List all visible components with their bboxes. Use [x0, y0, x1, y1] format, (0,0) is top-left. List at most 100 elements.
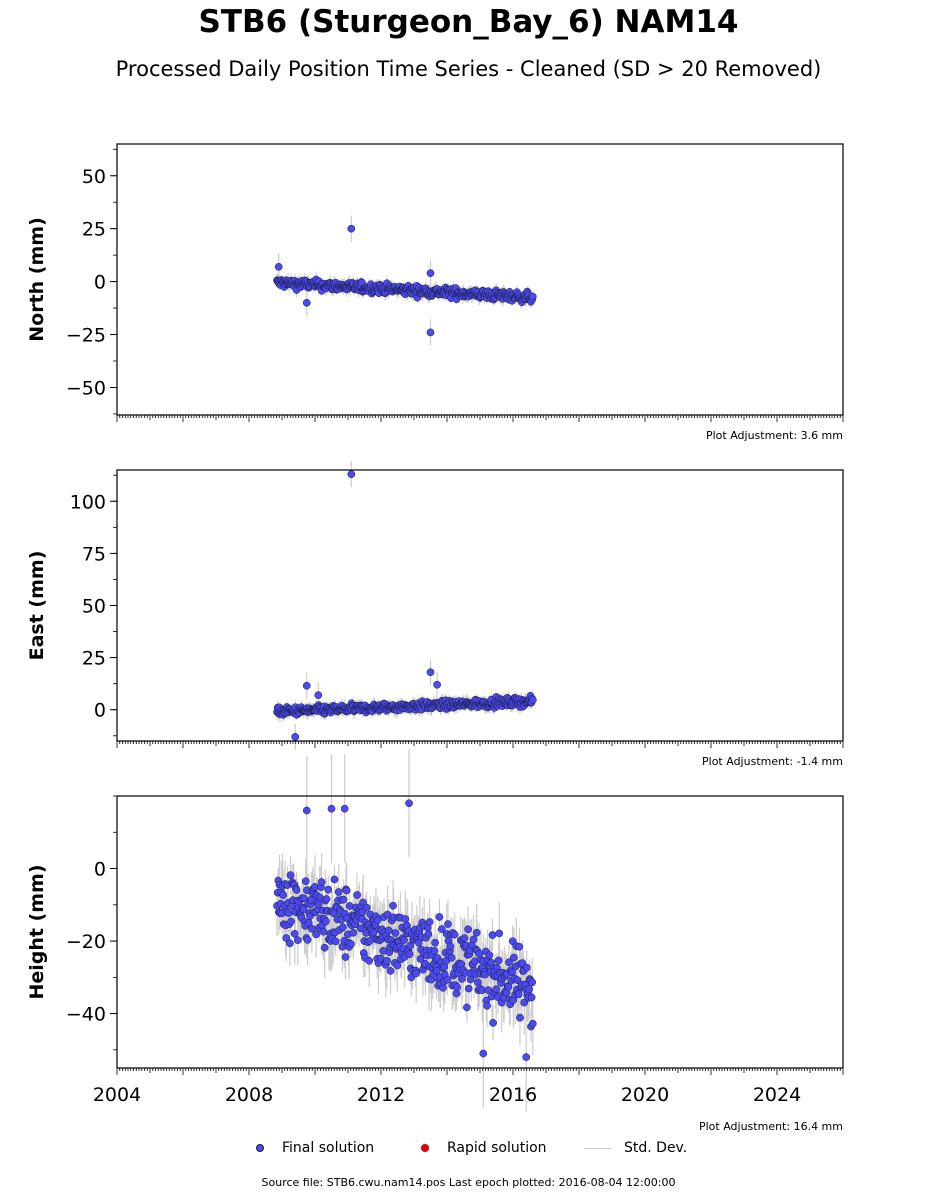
data-point [322, 917, 330, 926]
data-point [528, 695, 537, 704]
north-ylabel: North (mm) [26, 217, 48, 342]
data-point [463, 1003, 471, 1012]
data-point [464, 925, 472, 934]
data-point [435, 913, 444, 921]
data-point [453, 983, 461, 992]
data-point [405, 950, 414, 958]
data-point [383, 957, 391, 965]
data-point [302, 681, 311, 690]
data-point [324, 885, 333, 894]
data-point [347, 470, 356, 479]
data-point [443, 975, 452, 984]
data-point [489, 1018, 497, 1027]
data-point [389, 901, 397, 910]
data-point [400, 936, 408, 944]
data-point [347, 224, 356, 233]
legend-rapid-label: Rapid solution [447, 1140, 547, 1156]
data-point [515, 942, 524, 951]
y-tick-label: 25 [82, 648, 106, 670]
data-point [494, 956, 503, 965]
data-point [334, 888, 343, 896]
data-point [384, 926, 393, 935]
data-point [284, 909, 293, 917]
data-point [426, 269, 435, 277]
data-point [286, 871, 295, 879]
legend-final: Final solution [256, 1138, 374, 1158]
y-tick-label: 0 [94, 272, 106, 294]
y-tick-label: −25 [66, 325, 106, 347]
data-point [510, 953, 518, 962]
data-point [341, 953, 350, 961]
data-point [287, 917, 295, 926]
data-point [433, 680, 441, 689]
x-tick-label: 2004 [93, 1084, 141, 1106]
legend: Final solution Rapid solution Std. Dev. [0, 1138, 937, 1158]
data-point [438, 925, 446, 933]
data-point [292, 886, 301, 894]
data-point [274, 262, 283, 271]
std-line-icon [584, 1147, 612, 1149]
data-point [450, 930, 459, 939]
data-point [339, 923, 347, 932]
x-tick-label: 2016 [489, 1084, 537, 1106]
data-point [469, 935, 478, 944]
y-tick-label: 50 [82, 166, 106, 188]
data-point [472, 928, 481, 937]
data-point [349, 928, 358, 937]
y-tick-label: −40 [66, 1004, 106, 1026]
data-point [301, 877, 310, 886]
data-point [339, 895, 348, 904]
data-point [291, 732, 300, 741]
data-point [347, 940, 355, 948]
data-point [342, 886, 351, 895]
y-tick-label: −50 [66, 377, 106, 399]
data-point [365, 937, 374, 945]
data-point [492, 985, 501, 994]
x-tick-label: 2020 [621, 1084, 669, 1106]
source-footer: Source file: STB6.cwu.nam14.pos Last epo… [261, 1176, 676, 1189]
height-points [273, 799, 537, 1061]
data-point [314, 900, 323, 909]
data-point [362, 903, 371, 912]
y-tick-label: 75 [82, 543, 106, 565]
data-point [431, 938, 439, 947]
data-point [405, 799, 413, 808]
y-tick-label: 50 [82, 596, 106, 618]
data-point [485, 951, 494, 960]
data-point [444, 920, 452, 928]
data-point [528, 1019, 537, 1028]
page-title: STB6 (Sturgeon_Bay_6) NAM14 [198, 4, 739, 40]
data-point [412, 969, 421, 978]
data-point [460, 934, 469, 942]
data-point [340, 804, 349, 813]
data-point [528, 978, 537, 987]
data-point [302, 806, 311, 815]
east-adjustment: Plot Adjustment: -1.4 mm [702, 755, 843, 768]
chart-canvas: −50 −25 0 25 50 North (mm) Plot Adjustment: 3.… [26, 143, 844, 1133]
data-point [426, 328, 435, 337]
east-points [273, 470, 537, 741]
y-tick-label: 100 [70, 491, 106, 513]
north-adjustment: Plot Adjustment: 3.6 mm [706, 429, 843, 442]
data-point [522, 1053, 531, 1061]
data-point [365, 956, 374, 965]
north-frame [116, 143, 844, 416]
data-point [356, 924, 365, 933]
y-tick-label: 25 [82, 219, 106, 241]
panel-height: −40 −20 0 2004 2008 2012 2016 2020 2024 Height (m… [26, 748, 844, 1133]
data-point [425, 918, 434, 926]
data-point [401, 915, 410, 923]
legend-final-label: Final solution [282, 1140, 375, 1156]
data-point [514, 990, 523, 999]
data-point [322, 895, 331, 903]
rapid-marker-icon [421, 1144, 429, 1152]
data-point [505, 958, 513, 967]
final-marker-icon [256, 1144, 264, 1152]
data-point [483, 1001, 491, 1010]
x-tick-label: 2012 [357, 1084, 405, 1106]
data-point [293, 936, 302, 944]
data-point [299, 905, 308, 914]
data-point [320, 943, 329, 952]
data-point [522, 963, 531, 972]
data-point [286, 939, 294, 948]
